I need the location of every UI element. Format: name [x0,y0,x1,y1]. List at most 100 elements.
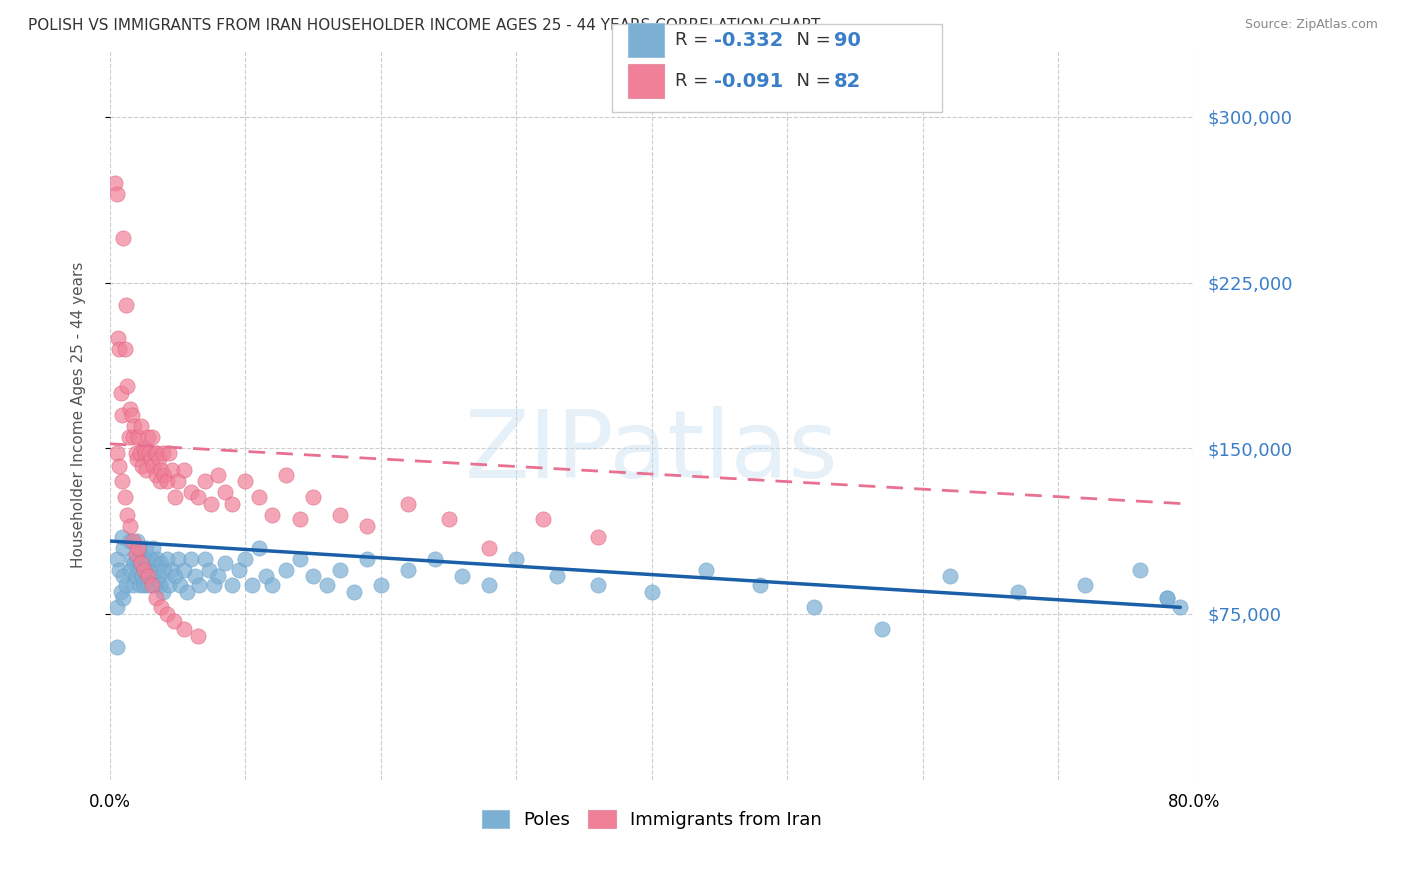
Point [274,563,297,577]
Point [127,541,149,555]
Point [153,563,176,577]
Point [163,569,186,583]
Point [288,512,311,526]
Point [118,430,141,444]
Point [142,458,165,473]
Point [235,551,257,566]
Text: R =: R = [675,72,714,90]
Point [505,551,527,566]
Point [228,563,250,577]
Point [120,518,142,533]
Text: 82: 82 [834,72,860,91]
Point [110,386,132,401]
Point [141,551,163,566]
Point [141,578,163,592]
Point [105,446,128,460]
Text: POLISH VS IMMIGRANTS FROM IRAN HOUSEHOLDER INCOME AGES 25 - 44 YEARS CORRELATION: POLISH VS IMMIGRANTS FROM IRAN HOUSEHOLD… [28,18,821,33]
Point [105,640,128,654]
Point [134,563,156,577]
Point [117,508,139,522]
Point [131,569,153,583]
Point [120,401,142,416]
Point [197,563,219,577]
Point [176,585,198,599]
Point [939,569,962,583]
Point [131,458,153,473]
Point [188,578,211,592]
Point [173,463,195,477]
Point [149,475,172,489]
Point [546,569,568,583]
Point [262,508,284,522]
Point [329,563,352,577]
Point [136,569,159,583]
Point [288,551,311,566]
Point [105,551,128,566]
Point [423,551,446,566]
Point [107,331,129,345]
Point [156,551,179,566]
Point [143,446,166,460]
Point [247,541,270,555]
Point [533,512,555,526]
Point [221,496,243,510]
Point [187,629,209,643]
Point [184,569,207,583]
Point [803,600,825,615]
Point [112,541,135,555]
Point [115,578,138,592]
Point [262,578,284,592]
Point [111,408,134,422]
Point [124,446,146,460]
Point [112,591,135,606]
Text: N =: N = [785,31,837,49]
Point [122,578,145,592]
Point [125,534,148,549]
Point [152,585,174,599]
Text: -0.332: -0.332 [714,31,783,50]
Point [112,231,135,245]
Point [122,430,145,444]
Point [695,563,717,577]
Point [156,607,179,621]
Point [114,342,136,356]
Point [112,569,135,583]
Point [111,475,134,489]
Point [173,563,195,577]
Point [302,569,325,583]
Point [194,551,217,566]
Point [145,563,167,577]
Point [105,187,128,202]
Point [207,569,229,583]
Text: Source: ZipAtlas.com: Source: ZipAtlas.com [1244,18,1378,31]
Point [356,518,378,533]
Point [141,430,163,444]
Point [138,446,160,460]
Point [586,530,609,544]
Point [125,452,148,467]
Point [396,496,419,510]
Point [235,475,257,489]
Point [128,446,150,460]
Point [117,379,139,393]
Point [114,490,136,504]
Point [180,485,202,500]
Point [207,467,229,482]
Point [202,578,225,592]
Point [129,556,152,570]
Point [104,176,127,190]
Point [221,578,243,592]
Point [478,541,501,555]
Y-axis label: Householder Income Ages 25 - 44 years: Householder Income Ages 25 - 44 years [72,262,86,568]
Point [127,563,149,577]
Point [194,475,217,489]
Point [148,569,170,583]
Point [142,541,165,555]
Point [478,578,501,592]
Point [180,551,202,566]
Point [108,563,131,577]
Point [129,556,152,570]
Point [108,342,131,356]
Point [166,551,188,566]
Point [132,578,155,592]
